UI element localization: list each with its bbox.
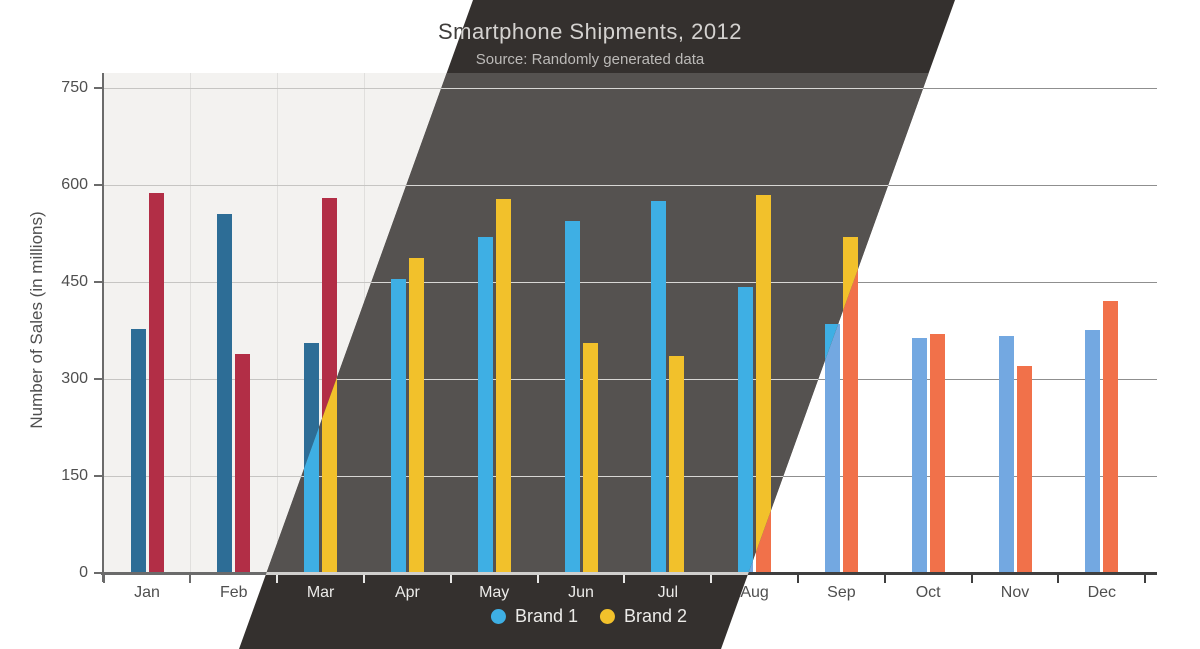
y-tick-label-0: 0	[79, 564, 88, 581]
legend-label-brand-1: Brand 1	[514, 606, 578, 626]
bar-brand-2-nov	[1016, 366, 1032, 573]
x-tick	[363, 574, 365, 583]
x-tick	[883, 574, 886, 583]
h-gridline-450	[239, 282, 955, 283]
bar-brand-1-jan	[130, 328, 146, 573]
x-axis-line	[239, 572, 955, 575]
bar-brand-1-dec	[1085, 329, 1101, 573]
x-tick	[1144, 574, 1147, 583]
h-gridline-600	[239, 185, 955, 186]
bar-brand-2-dec	[1103, 301, 1119, 573]
h-gridline-450	[721, 282, 1157, 283]
x-label-jan: Jan	[134, 584, 160, 601]
bar-brand-1-aug	[738, 287, 754, 573]
bar-brand-2-oct	[929, 333, 945, 573]
x-label-jul: Jul	[657, 584, 679, 601]
bar-brand-1-jun	[564, 220, 580, 573]
x-label-may: May	[479, 584, 510, 601]
y-tick	[94, 184, 102, 186]
bar-brand-2-may	[495, 199, 511, 573]
y-tick-label-600: 600	[61, 176, 88, 193]
x-label-sep: Sep	[827, 584, 856, 601]
x-label-nov: Nov	[1000, 584, 1030, 601]
y-tick-label-450: 450	[61, 273, 88, 290]
x-tick	[710, 574, 713, 583]
y-axis-line	[101, 73, 104, 582]
legend-item-brand-1: Brand 1	[490, 606, 578, 626]
x-tick	[276, 574, 279, 583]
bar-brand-2-sep	[842, 236, 858, 573]
legend-marker-icon	[490, 608, 506, 624]
v-gridline	[277, 73, 279, 573]
legend-marker-icon	[600, 608, 615, 624]
x-label-jun: Jun	[568, 584, 594, 601]
bar-brand-2-jun	[582, 343, 598, 573]
x-tick	[449, 574, 452, 583]
bar-brand-2-apr	[408, 258, 424, 573]
v-gridline	[190, 73, 192, 573]
bar-brand-2-jul	[669, 356, 685, 573]
bar-brand-2-aug	[756, 194, 772, 573]
y-tick	[94, 281, 102, 283]
chart-subtitle: Source: Randomly generated data	[475, 51, 705, 68]
y-tick-label-150: 150	[61, 467, 88, 484]
h-gridline-750	[239, 88, 955, 89]
x-label-feb: Feb	[220, 584, 248, 601]
x-tick	[102, 574, 105, 583]
bar-brand-1-may	[477, 236, 493, 573]
bar-brand-2-feb	[235, 354, 251, 573]
x-label-mar: Mar	[306, 584, 335, 601]
y-tick-label-300: 300	[61, 370, 88, 387]
legend-item-brand-2: Brand 2	[600, 606, 687, 626]
bar-brand-1-apr	[390, 278, 406, 573]
y-tick	[94, 475, 102, 477]
x-tick	[536, 574, 539, 583]
x-label-dec: Dec	[1087, 584, 1117, 601]
x-tick	[189, 574, 192, 583]
bar-brand-1-oct	[911, 338, 927, 573]
y-tick	[94, 87, 102, 89]
legend: Brand 1 Brand 2	[490, 606, 687, 626]
x-label-apr: Apr	[394, 584, 420, 601]
bar-brand-1-feb	[217, 214, 233, 573]
x-label-aug: Aug	[740, 584, 769, 601]
y-tick	[94, 378, 102, 380]
chart-title: Smartphone Shipments, 2012	[437, 19, 743, 44]
bar-brand-1-nov	[998, 335, 1014, 573]
x-label-oct: Oct	[915, 584, 941, 601]
h-gridline-600	[721, 185, 1157, 186]
x-axis-line	[721, 572, 1157, 575]
x-tick	[1057, 574, 1060, 583]
legend-label-brand-2: Brand 2	[624, 606, 688, 626]
x-tick	[623, 574, 626, 583]
x-tick	[970, 574, 973, 583]
h-gridline-750	[721, 88, 1157, 89]
y-axis-title: Number of Sales (in millions)	[27, 211, 46, 429]
bar-brand-1-sep	[824, 324, 840, 573]
bar-brand-2-jan	[148, 192, 164, 573]
y-tick	[94, 572, 102, 574]
x-tick	[797, 574, 799, 583]
bar-brand-1-jul	[651, 201, 667, 573]
y-tick-label-750: 750	[61, 79, 88, 96]
